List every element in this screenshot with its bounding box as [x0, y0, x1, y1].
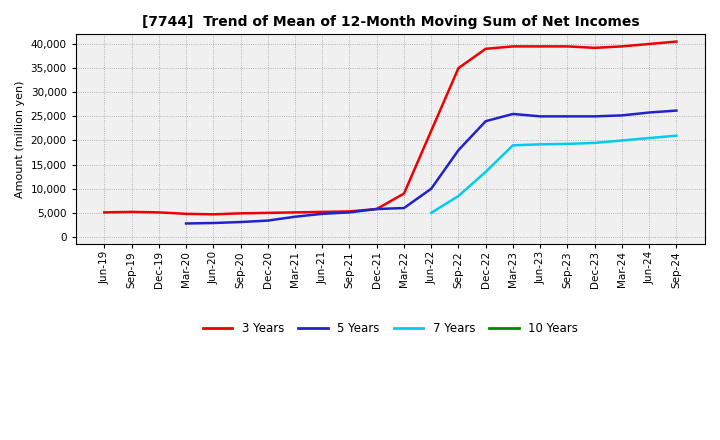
3 Years — [100, 210, 109, 215]
5 Years — [454, 147, 463, 153]
Y-axis label: Amount (million yen): Amount (million yen) — [15, 81, 25, 198]
Line: 3 Years: 3 Years — [104, 41, 676, 214]
3 Years — [563, 44, 572, 49]
7 Years — [672, 133, 680, 138]
3 Years — [536, 44, 544, 49]
5 Years — [563, 114, 572, 119]
3 Years — [264, 210, 272, 216]
7 Years — [482, 169, 490, 175]
3 Years — [482, 46, 490, 51]
5 Years — [264, 218, 272, 223]
5 Years — [345, 210, 354, 215]
3 Years — [672, 39, 680, 44]
3 Years — [400, 191, 408, 196]
Line: 5 Years: 5 Years — [186, 110, 676, 224]
5 Years — [372, 206, 381, 212]
7 Years — [645, 136, 654, 141]
3 Years — [318, 209, 327, 215]
5 Years — [181, 221, 190, 226]
7 Years — [618, 138, 626, 143]
3 Years — [181, 211, 190, 216]
5 Years — [536, 114, 544, 119]
3 Years — [209, 212, 217, 217]
Legend: 3 Years, 5 Years, 7 Years, 10 Years: 3 Years, 5 Years, 7 Years, 10 Years — [198, 317, 582, 340]
7 Years — [563, 141, 572, 147]
5 Years — [400, 205, 408, 211]
5 Years — [482, 118, 490, 124]
Line: 7 Years: 7 Years — [431, 136, 676, 213]
3 Years — [236, 211, 245, 216]
3 Years — [508, 44, 517, 49]
Title: [7744]  Trend of Mean of 12-Month Moving Sum of Net Incomes: [7744] Trend of Mean of 12-Month Moving … — [142, 15, 639, 29]
3 Years — [372, 206, 381, 212]
5 Years — [236, 220, 245, 225]
5 Years — [427, 186, 436, 191]
7 Years — [427, 210, 436, 216]
3 Years — [291, 210, 300, 215]
3 Years — [645, 41, 654, 47]
5 Years — [672, 108, 680, 113]
5 Years — [590, 114, 599, 119]
3 Years — [454, 66, 463, 71]
5 Years — [508, 111, 517, 117]
5 Years — [645, 110, 654, 115]
3 Years — [127, 209, 136, 215]
5 Years — [291, 214, 300, 220]
3 Years — [590, 45, 599, 51]
7 Years — [454, 193, 463, 198]
5 Years — [209, 220, 217, 226]
7 Years — [590, 140, 599, 146]
3 Years — [345, 209, 354, 214]
3 Years — [618, 44, 626, 49]
7 Years — [536, 142, 544, 147]
5 Years — [318, 211, 327, 216]
5 Years — [618, 113, 626, 118]
3 Years — [427, 128, 436, 133]
7 Years — [508, 143, 517, 148]
3 Years — [155, 210, 163, 215]
